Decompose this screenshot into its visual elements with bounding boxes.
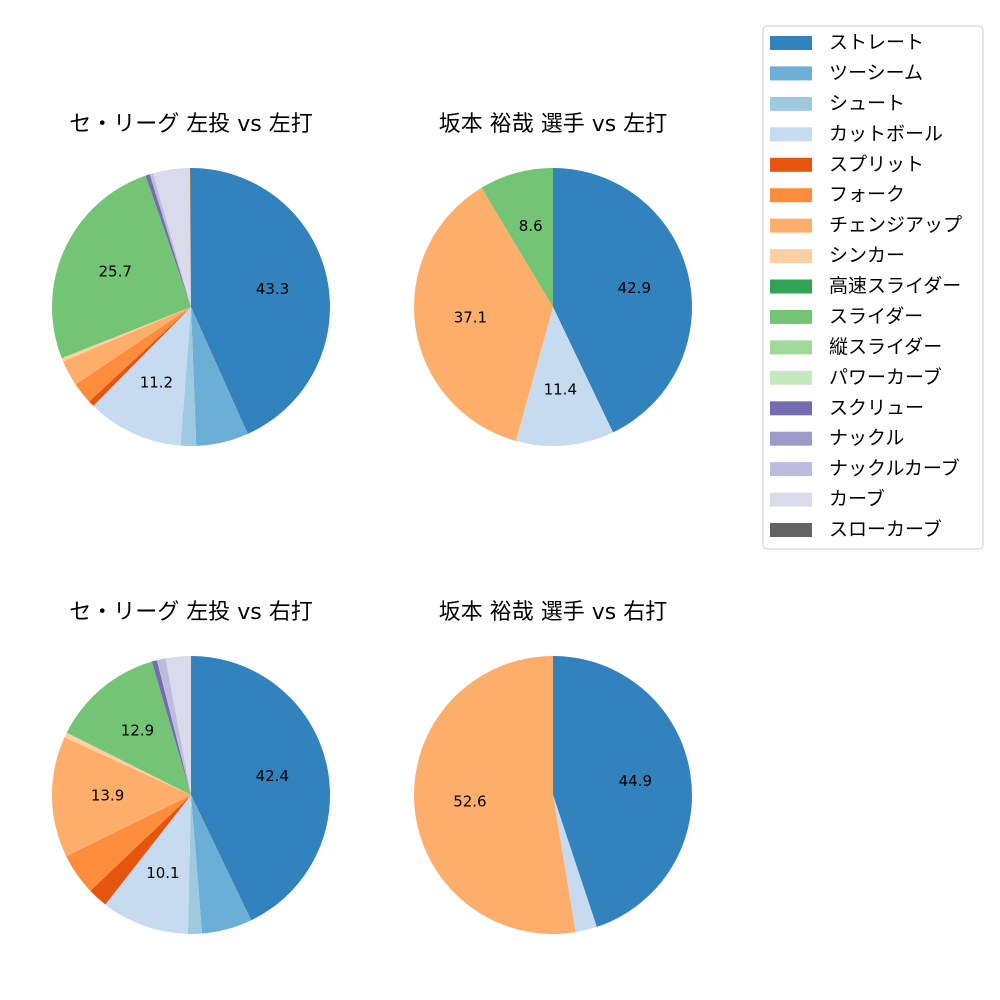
legend-swatch — [770, 431, 812, 446]
pie-slice — [156, 658, 191, 795]
pie-slice — [75, 307, 191, 402]
pie-slice — [153, 168, 191, 307]
legend-label: ツーシーム — [829, 62, 923, 84]
legend-label: スクリュー — [829, 397, 924, 419]
legend-label: 高速スライダー — [829, 275, 961, 297]
legend-swatch — [770, 309, 812, 324]
legend-label: スローカーブ — [829, 518, 942, 541]
pie-slice — [191, 655, 331, 921]
legend-swatch — [770, 218, 812, 233]
pie-slice — [63, 307, 192, 385]
legend-swatch — [770, 279, 812, 294]
pie-chart-4: 坂本 裕哉 選手 vs 右打 44.9 52.6 — [414, 600, 692, 935]
pie-slice — [187, 795, 203, 935]
legend-swatch — [770, 96, 812, 111]
pie-slice — [61, 307, 192, 362]
legend-label: スプリット — [829, 153, 924, 175]
pie-slice — [145, 174, 191, 307]
legend-label: フォーク — [829, 184, 905, 206]
slice-value-label: 8.6 — [519, 217, 543, 235]
pie-chart-3: セ・リーグ 左投 vs 右打 42.4 10.1 13.9 12.9 — [51, 600, 331, 935]
pie-slice — [64, 732, 191, 795]
slice-value-label: 11.2 — [140, 373, 173, 391]
pie-slice — [165, 656, 191, 795]
slice-value-label: 12.9 — [121, 722, 154, 740]
pie-slice — [481, 168, 553, 307]
chart-title: 坂本 裕哉 選手 vs 右打 — [439, 600, 667, 625]
legend-label: シュート — [829, 92, 905, 114]
slice-value-label: 43.3 — [256, 280, 289, 298]
legend-label: カーブ — [829, 487, 885, 510]
legend-label: チェンジアップ — [829, 214, 962, 236]
pie-slice — [191, 168, 330, 434]
pie-slice — [66, 795, 191, 891]
legend-label: パワーカーブ — [829, 365, 942, 388]
slice-value-label: 13.9 — [91, 787, 124, 805]
slice-value-label: 37.1 — [454, 309, 487, 327]
pie-slice — [66, 661, 191, 795]
legend-swatch — [770, 340, 812, 355]
legend-swatch — [770, 66, 812, 81]
pie-slice — [414, 656, 576, 935]
slice-value-label: 42.9 — [618, 279, 651, 297]
slice-value-label: 42.4 — [256, 767, 289, 785]
slice-value-label: 44.9 — [619, 772, 652, 790]
legend-label: ナックル — [829, 427, 904, 449]
legend-swatch — [770, 523, 812, 537]
legend-swatch — [770, 157, 812, 172]
legend-label: 縦スライダー — [829, 336, 942, 358]
legend-swatch — [770, 462, 812, 477]
legend-swatch — [770, 492, 812, 507]
slice-value-label: 11.4 — [544, 381, 577, 399]
slice-value-label: 25.7 — [98, 263, 131, 281]
legend: ストレートツーシームシュートカットボールスプリットフォークチェンジアップシンカー… — [762, 25, 984, 550]
pie-slice — [51, 175, 191, 359]
slice-value-label: 10.1 — [146, 864, 179, 882]
pie-slice — [149, 173, 191, 307]
pie-slice — [413, 187, 553, 441]
legend-label: シンカー — [829, 245, 905, 267]
legend-label: カットボール — [829, 123, 943, 145]
legend-swatch — [770, 370, 812, 385]
pie-chart-2: 坂本 裕哉 選手 vs 左打 42.9 11.4 37.1 8.6 — [413, 112, 693, 447]
pie-slice — [151, 660, 191, 795]
chart-title: 坂本 裕哉 選手 vs 左打 — [439, 112, 667, 137]
legend-box — [762, 25, 984, 550]
pie-slice — [191, 307, 248, 446]
legend-label: スライダー — [829, 305, 923, 327]
legend-swatch — [770, 188, 812, 203]
legend-swatch — [770, 401, 812, 416]
pie-slice — [180, 307, 197, 447]
pie-chart-1: セ・リーグ 左投 vs 左打 43.3 11.2 25.7 — [51, 112, 330, 447]
pie-slice — [553, 168, 693, 433]
legend-label: ナックルカーブ — [829, 457, 960, 480]
pie-slice — [515, 307, 613, 447]
chart-title: セ・リーグ 左投 vs 左打 — [69, 112, 312, 137]
pie-slice — [51, 737, 191, 857]
legend-swatch — [770, 36, 812, 50]
pie-slice — [191, 795, 252, 934]
pie-slice — [93, 307, 191, 446]
pie-slice — [89, 307, 191, 406]
pie-slice — [90, 795, 191, 905]
chart-title: セ・リーグ 左投 vs 右打 — [69, 600, 312, 625]
legend-label: ストレート — [829, 32, 924, 54]
pie-slice — [105, 795, 191, 934]
pie-slice — [553, 656, 692, 927]
pie-slice — [190, 167, 191, 307]
slice-value-label: 52.6 — [453, 792, 486, 810]
legend-swatch — [770, 249, 812, 264]
pie-slice — [553, 795, 597, 933]
legend-swatch — [770, 127, 812, 142]
